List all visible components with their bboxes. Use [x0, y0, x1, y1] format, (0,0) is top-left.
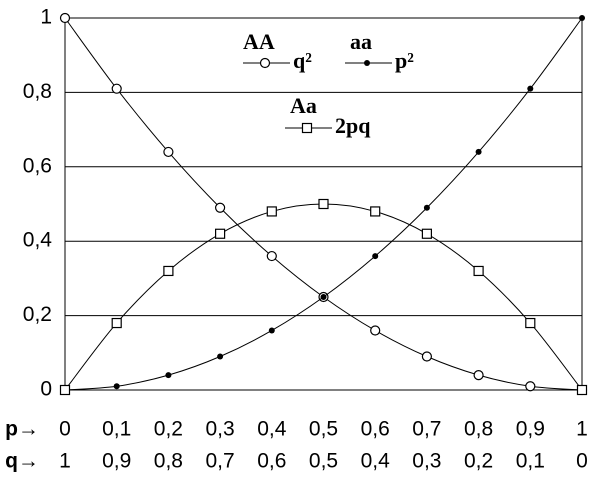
point: [163, 146, 174, 158]
point: [372, 253, 379, 260]
y-tick-label: 0: [40, 378, 52, 401]
point: [475, 148, 482, 155]
legend-name: q²: [293, 48, 312, 73]
x2-tick-label: 0,7: [205, 450, 234, 473]
x-tick-label: 0: [59, 418, 71, 441]
legend-marker: [364, 60, 370, 66]
x-tick-label: 0,1: [102, 418, 131, 441]
point: [527, 85, 534, 92]
x-tick-label: 0,6: [361, 418, 390, 441]
legend-marker: [259, 57, 271, 69]
y-tick-label: 0,8: [23, 80, 52, 103]
point: [59, 12, 71, 24]
point: [576, 384, 588, 396]
point: [266, 206, 277, 217]
point: [320, 294, 327, 300]
x2-tick-label: 0,9: [102, 450, 131, 473]
x-tick-label: 1: [576, 418, 588, 441]
point: [165, 372, 172, 379]
x2-tick-label: 0,5: [309, 450, 338, 473]
legend-label: AA: [243, 29, 275, 54]
y-tick-label: 1: [40, 6, 52, 29]
point: [318, 198, 329, 210]
point: [266, 250, 277, 262]
x2-tick-label: 0,8: [154, 450, 183, 473]
point: [421, 351, 432, 362]
x-tick-label: 0,2: [154, 418, 183, 441]
point: [215, 228, 226, 239]
point: [579, 15, 585, 21]
point: [370, 325, 381, 336]
point: [423, 204, 430, 211]
x2-tick-label: 0,1: [516, 450, 545, 473]
point: [268, 327, 275, 334]
point: [421, 228, 432, 239]
y-tick-label: 0,6: [23, 154, 52, 177]
x-tick-label: 0,4: [257, 418, 287, 441]
series-line: [64, 17, 583, 391]
x-tick-label: 0,3: [205, 418, 234, 441]
point: [215, 202, 226, 213]
point: [217, 353, 224, 360]
x2-axis-label: q→: [5, 450, 39, 473]
point: [111, 83, 122, 94]
point: [163, 265, 174, 277]
legend-name: p²: [395, 48, 414, 73]
x-tick-label: 0,7: [412, 418, 441, 441]
x2-tick-label: 0,6: [257, 450, 286, 473]
point: [525, 317, 536, 329]
x2-tick-label: 0: [576, 450, 588, 473]
point: [473, 265, 484, 277]
plot-frame: [64, 17, 583, 391]
x2-tick-label: 1: [59, 450, 71, 473]
legend-label: aa: [350, 29, 372, 54]
point: [111, 317, 122, 329]
series-line: [64, 17, 583, 391]
x2-tick-label: 0,3: [412, 450, 441, 473]
y-tick-label: 0,4: [23, 229, 53, 252]
legend-label: Aa: [290, 93, 317, 118]
legend-name: 2pq: [335, 113, 371, 138]
point: [473, 370, 484, 381]
x-tick-label: 0,9: [516, 418, 545, 441]
x-tick-label: 0,8: [464, 418, 493, 441]
point: [59, 384, 71, 396]
x-tick-label: 0,5: [309, 418, 338, 441]
x2-tick-label: 0,2: [464, 450, 493, 473]
y-tick-label: 0,2: [23, 303, 52, 326]
point: [113, 383, 120, 390]
point: [370, 206, 381, 217]
legend-marker: [301, 122, 313, 134]
x2-tick-label: 0,4: [361, 450, 391, 473]
point: [525, 381, 536, 392]
x-axis-label: p→: [5, 418, 39, 441]
